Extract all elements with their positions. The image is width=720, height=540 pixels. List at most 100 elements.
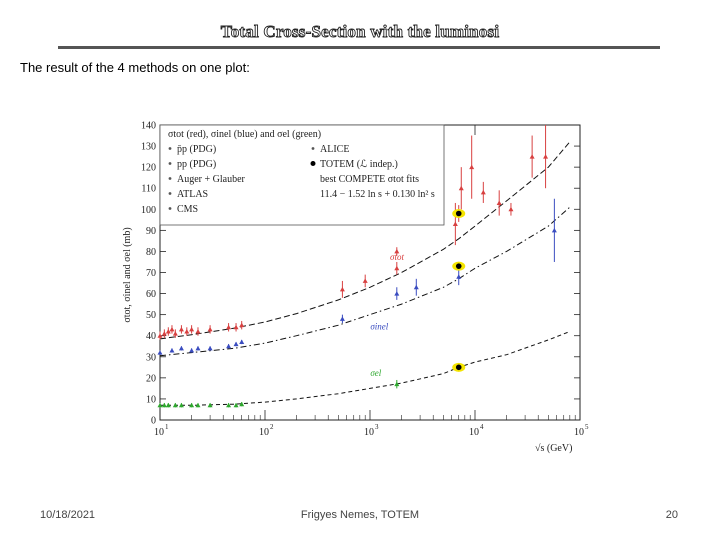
footer-date: 10/18/2021 <box>40 509 96 521</box>
legend-label: Auger + Glauber <box>177 174 246 185</box>
data-point <box>455 263 462 269</box>
y-tick-label: 50 <box>146 310 156 321</box>
y-tick-label: 30 <box>146 352 156 363</box>
y-tick-label: 0 <box>151 416 156 427</box>
footer-page-number: 20 <box>665 509 678 521</box>
data-point <box>455 364 462 371</box>
data-point <box>161 402 167 408</box>
legend-label: ATLAS <box>177 189 208 200</box>
data-point <box>157 333 163 338</box>
curve-annotation: σtot <box>390 252 404 262</box>
data-point <box>207 326 213 332</box>
y-tick-label: 20 <box>146 373 156 384</box>
footer-author: Frigyes Nemes, TOTEM <box>300 509 420 521</box>
legend-label: CMS <box>177 204 198 215</box>
data-point <box>394 248 400 254</box>
data-point <box>226 324 232 330</box>
data-point <box>172 402 178 408</box>
y-tick-label: 10 <box>146 394 156 405</box>
fit-curve <box>159 206 571 357</box>
data-point <box>169 326 175 332</box>
legend-marker <box>168 207 172 210</box>
data-point <box>226 343 232 349</box>
y-tick-label: 70 <box>146 268 156 279</box>
data-point <box>413 284 419 290</box>
data-point <box>529 154 535 159</box>
data-point <box>184 329 190 334</box>
x-tick-label: 10 <box>154 427 164 438</box>
data-point <box>508 206 514 212</box>
legend: σtot (red), σinel (blue) and σel (green)… <box>159 124 445 226</box>
data-point <box>394 381 400 387</box>
data-point <box>195 329 201 334</box>
legend-label: TOTEM (ℒ indep.) <box>320 159 398 170</box>
point-layer <box>157 125 557 408</box>
x-tick-label: 10 <box>364 427 374 438</box>
data-point <box>458 185 464 191</box>
data-point <box>165 402 171 408</box>
legend-marker <box>168 162 172 165</box>
fit-curve <box>159 141 571 340</box>
data-point <box>226 402 232 408</box>
data-point <box>455 210 462 217</box>
y-axis-label: σtot, σinel and σel (mb) <box>122 227 133 322</box>
annotation-layer: σtot σinel σel <box>370 252 404 378</box>
title-underline <box>58 46 660 49</box>
data-point <box>172 331 178 336</box>
slide-title: Total Cross-Section with the luminosi <box>220 22 500 42</box>
legend-marker <box>168 177 172 180</box>
data-point <box>394 291 400 296</box>
y-tick-label: 90 <box>146 226 156 237</box>
fit-layer <box>159 141 571 406</box>
data-point <box>169 347 175 353</box>
legend-marker <box>310 161 316 166</box>
y-tick-label: 40 <box>146 331 156 342</box>
data-point <box>469 164 475 170</box>
data-point <box>157 402 163 408</box>
legend-header: σtot (red), σinel (blue) and σel (green) <box>168 129 321 140</box>
legend-box <box>159 124 445 226</box>
legend-label: best COMPETE σtot fits <box>320 174 419 185</box>
data-point <box>452 221 458 227</box>
legend-label: 11.4 − 1.52 ln s + 0.130 ln² s <box>320 189 435 200</box>
y-tick-label: 60 <box>146 289 156 300</box>
data-point <box>339 286 345 292</box>
x-tick-exponent: 2 <box>270 423 274 431</box>
y-tick-label: 120 <box>141 163 156 174</box>
data-point <box>165 329 171 334</box>
curve-annotation: σinel <box>370 321 388 331</box>
data-point <box>178 402 184 408</box>
data-point <box>195 345 201 351</box>
data-point <box>189 347 195 353</box>
data-point <box>551 227 557 233</box>
slide-subtitle: The result of the 4 methods on one plot: <box>20 60 250 75</box>
x-tick-exponent: 5 <box>585 423 589 431</box>
x-tick-label: 10 <box>259 427 269 438</box>
data-point <box>496 200 502 205</box>
data-point <box>339 316 345 321</box>
data-point <box>178 326 184 332</box>
data-point <box>362 278 368 283</box>
x-tick-exponent: 4 <box>480 423 484 431</box>
data-point <box>233 402 239 408</box>
curve-annotation: σel <box>370 368 381 378</box>
y-tick-label: 110 <box>141 184 156 195</box>
data-point <box>207 345 213 351</box>
legend-marker <box>168 147 172 150</box>
data-point <box>178 345 184 351</box>
data-point <box>233 324 239 330</box>
x-tick-exponent: 3 <box>375 423 379 431</box>
data-point <box>239 322 245 328</box>
data-point <box>239 401 245 407</box>
legend-label: ALICE <box>320 144 349 155</box>
data-point <box>394 265 400 271</box>
data-point <box>157 350 163 355</box>
data-point <box>233 341 239 347</box>
data-point <box>207 402 213 408</box>
y-tick-label: 80 <box>146 247 156 258</box>
y-tick-label: 100 <box>141 205 156 216</box>
fit-curve <box>160 331 570 406</box>
legend-label: pp (PDG) <box>177 159 216 170</box>
